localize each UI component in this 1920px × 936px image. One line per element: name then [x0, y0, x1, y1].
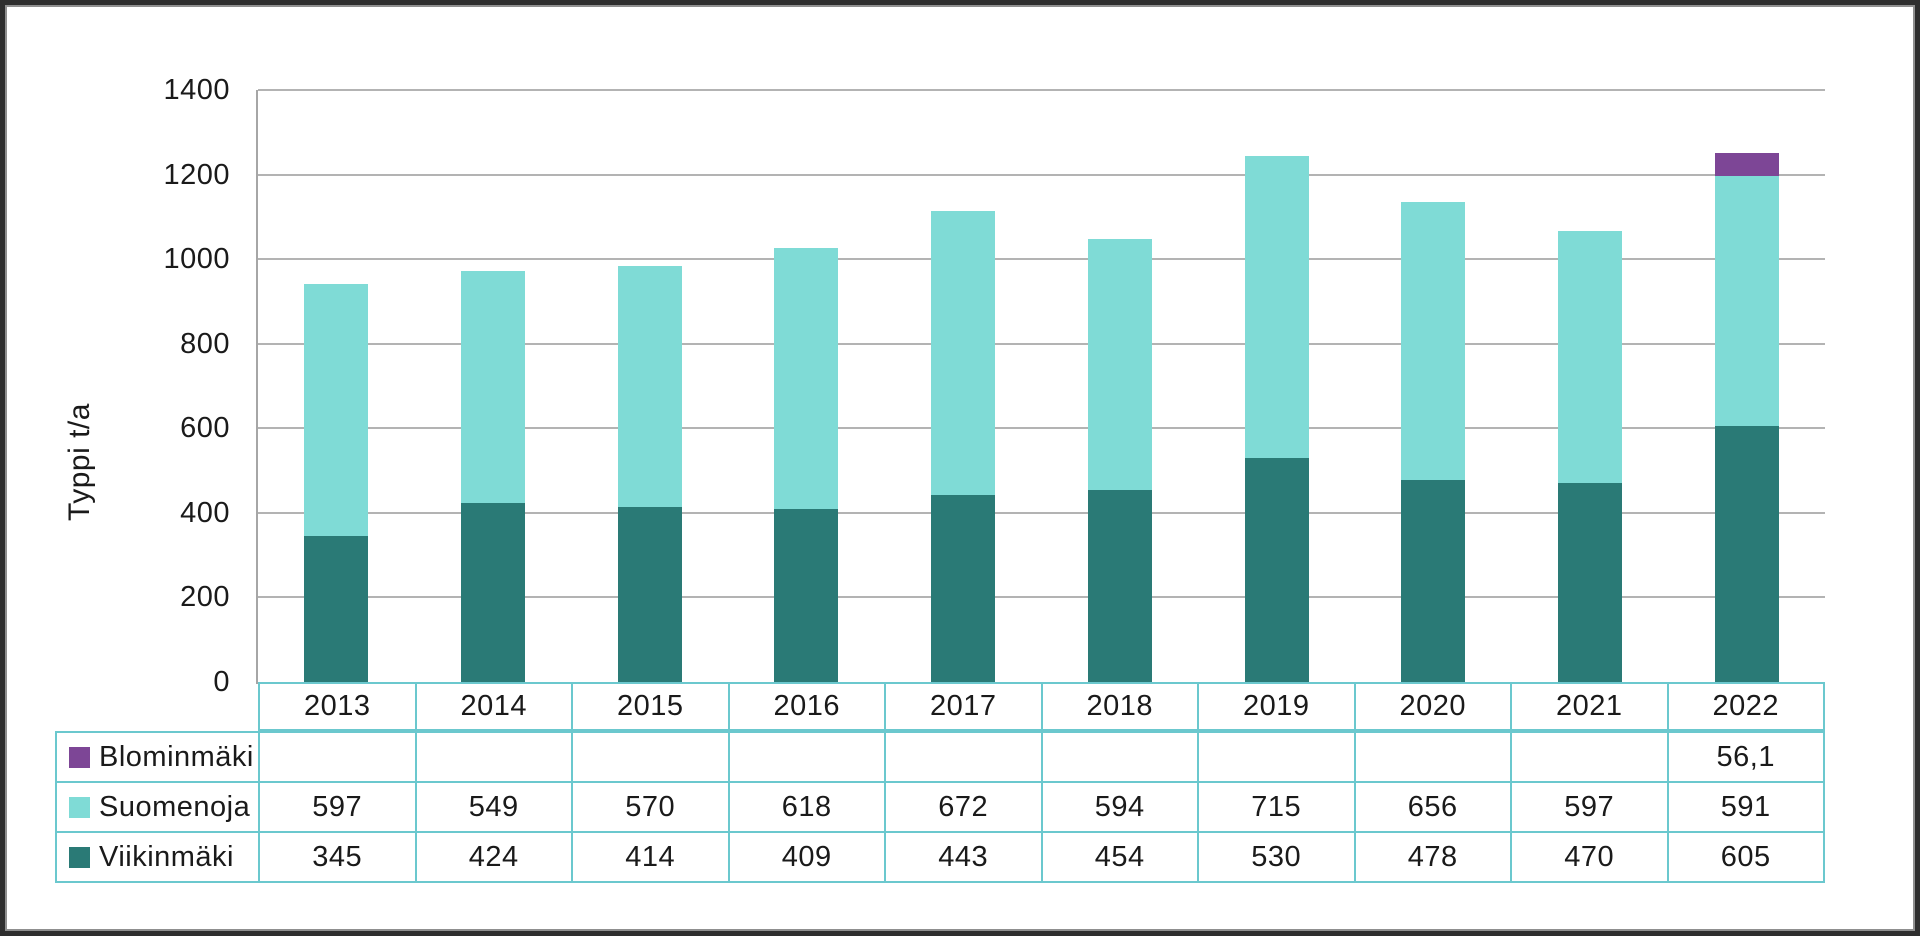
bar-segment-suomenoja-2018 — [1087, 238, 1152, 491]
bar-segment-suomenoja-2014 — [461, 270, 526, 503]
gridline-y-800 — [258, 342, 1825, 345]
y-tick-label-800: 800 — [180, 327, 230, 360]
gridline-y-200 — [258, 596, 1825, 599]
x-axis-category-row: 2013 2014 2015 2016 2017 2018 2019 2020 2021 2022 — [258, 682, 1825, 731]
bar-segment-viikinmaki-2014 — [461, 502, 526, 682]
table-value-viikinmaki-2015: 414 — [571, 831, 730, 883]
bar-segment-suomenoja-2017 — [931, 210, 996, 495]
table-row-viikinmaki: Viikinmäki 345 424 414 409 443 454 530 478 470 605 — [55, 831, 1825, 883]
y-tick-label-0: 0 — [213, 666, 230, 698]
gridline-y-400 — [258, 511, 1825, 514]
bar-segment-viikinmaki-2016 — [774, 509, 839, 682]
table-value-suomenoja-2021: 597 — [1510, 781, 1669, 833]
legend-label-blominmaki: Blominmäki — [99, 740, 254, 773]
table-row-blominmaki: Blominmäki 56,1 — [55, 731, 1825, 783]
table-value-blominmaki-2020 — [1353, 731, 1512, 783]
y-axis-title: Typpi t/a — [63, 403, 96, 521]
bar-segment-suomenoja-2022 — [1714, 176, 1779, 427]
legend-label-suomenoja: Suomenoja — [99, 790, 251, 823]
gridline-y-1000 — [258, 258, 1825, 261]
x-category-cell-2015: 2015 — [571, 682, 730, 731]
table-value-viikinmaki-2022: 605 — [1666, 831, 1825, 883]
table-value-suomenoja-2019: 715 — [1197, 781, 1356, 833]
gridline-y-1200 — [258, 173, 1825, 176]
table-value-suomenoja-2015: 570 — [571, 781, 730, 833]
bar-segment-viikinmaki-2022 — [1714, 426, 1779, 682]
table-value-viikinmaki-2016: 409 — [727, 831, 886, 883]
table-value-viikinmaki-2014: 424 — [414, 831, 573, 883]
x-category-cell-2017: 2017 — [884, 682, 1043, 731]
table-value-viikinmaki-2013: 345 — [258, 831, 417, 883]
table-row-suomenoja: Suomenoja 597 549 570 618 672 594 715 656 597 591 — [55, 781, 1825, 833]
bar-segment-suomenoja-2015 — [617, 265, 682, 507]
table-value-suomenoja-2014: 549 — [414, 781, 573, 833]
chart-canvas: Typpi t/a 0 200 400 600 800 1000 1200 1400 2013… — [5, 5, 1915, 931]
table-value-viikinmaki-2020: 478 — [1353, 831, 1512, 883]
table-value-suomenoja-2018: 594 — [1040, 781, 1199, 833]
table-value-suomenoja-2013: 597 — [258, 781, 417, 833]
x-category-cell-2019: 2019 — [1197, 682, 1356, 731]
y-tick-label-200: 200 — [180, 581, 230, 614]
x-category-cell-2014: 2014 — [414, 682, 573, 731]
bar-segment-viikinmaki-2018 — [1087, 490, 1152, 682]
table-value-blominmaki-2014 — [414, 731, 573, 783]
y-tick-label-600: 600 — [180, 412, 230, 445]
y-tick-label-1000: 1000 — [163, 243, 230, 276]
bar-segment-suomenoja-2016 — [774, 247, 839, 510]
table-value-viikinmaki-2021: 470 — [1510, 831, 1669, 883]
x-category-cell-2020: 2020 — [1353, 682, 1512, 731]
table-value-blominmaki-2015 — [571, 731, 730, 783]
y-tick-label-1200: 1200 — [163, 158, 230, 191]
table-value-viikinmaki-2018: 454 — [1040, 831, 1199, 883]
table-value-suomenoja-2022: 591 — [1666, 781, 1825, 833]
table-value-suomenoja-2020: 656 — [1353, 781, 1512, 833]
bar-segment-blominmaki-2022 — [1714, 152, 1779, 177]
x-category-cell-2016: 2016 — [727, 682, 886, 731]
bar-segment-suomenoja-2019 — [1244, 155, 1309, 458]
legend-cell-blominmaki: Blominmäki — [55, 731, 260, 783]
gridline-y-600 — [258, 427, 1825, 430]
bar-segment-viikinmaki-2017 — [931, 494, 996, 682]
x-category-cell-2022: 2022 — [1666, 682, 1825, 731]
legend-cell-viikinmaki: Viikinmäki — [55, 831, 260, 883]
bar-segment-suomenoja-2021 — [1557, 230, 1622, 484]
legend-swatch-suomenoja-icon — [69, 796, 90, 818]
legend-label-viikinmaki: Viikinmäki — [99, 840, 235, 873]
table-value-blominmaki-2019 — [1197, 731, 1356, 783]
table-value-suomenoja-2017: 672 — [884, 781, 1043, 833]
gridline-y-1400 — [258, 89, 1825, 91]
data-table: Blominmäki 56,1 Suomenoja 597 549 570 618 672 59… — [55, 731, 1825, 883]
y-axis-line — [256, 90, 258, 684]
legend-swatch-blominmaki-icon — [69, 746, 90, 768]
table-value-blominmaki-2013 — [258, 731, 417, 783]
table-value-viikinmaki-2017: 443 — [884, 831, 1043, 883]
table-value-blominmaki-2017 — [884, 731, 1043, 783]
bar-segment-viikinmaki-2020 — [1401, 479, 1466, 682]
table-value-blominmaki-2018 — [1040, 731, 1199, 783]
bar-segment-viikinmaki-2015 — [617, 506, 682, 682]
x-category-cell-2013: 2013 — [258, 682, 417, 731]
bar-segment-viikinmaki-2021 — [1557, 483, 1622, 682]
legend-cell-suomenoja: Suomenoja — [55, 781, 260, 833]
bar-segment-suomenoja-2013 — [304, 283, 369, 537]
x-category-cell-2018: 2018 — [1040, 682, 1199, 731]
table-value-blominmaki-2016 — [727, 731, 886, 783]
table-value-blominmaki-2022: 56,1 — [1666, 731, 1825, 783]
bar-segment-viikinmaki-2013 — [304, 536, 369, 682]
bar-segment-viikinmaki-2019 — [1244, 457, 1309, 682]
plot-area — [256, 89, 1825, 684]
table-value-viikinmaki-2019: 530 — [1197, 831, 1356, 883]
y-tick-label-400: 400 — [180, 496, 230, 529]
bar-segment-suomenoja-2020 — [1401, 202, 1466, 480]
y-tick-label-1400: 1400 — [163, 74, 230, 106]
table-value-suomenoja-2016: 618 — [727, 781, 886, 833]
legend-swatch-viikinmaki-icon — [69, 846, 90, 868]
x-category-cell-2021: 2021 — [1510, 682, 1669, 731]
table-value-blominmaki-2021 — [1510, 731, 1669, 783]
